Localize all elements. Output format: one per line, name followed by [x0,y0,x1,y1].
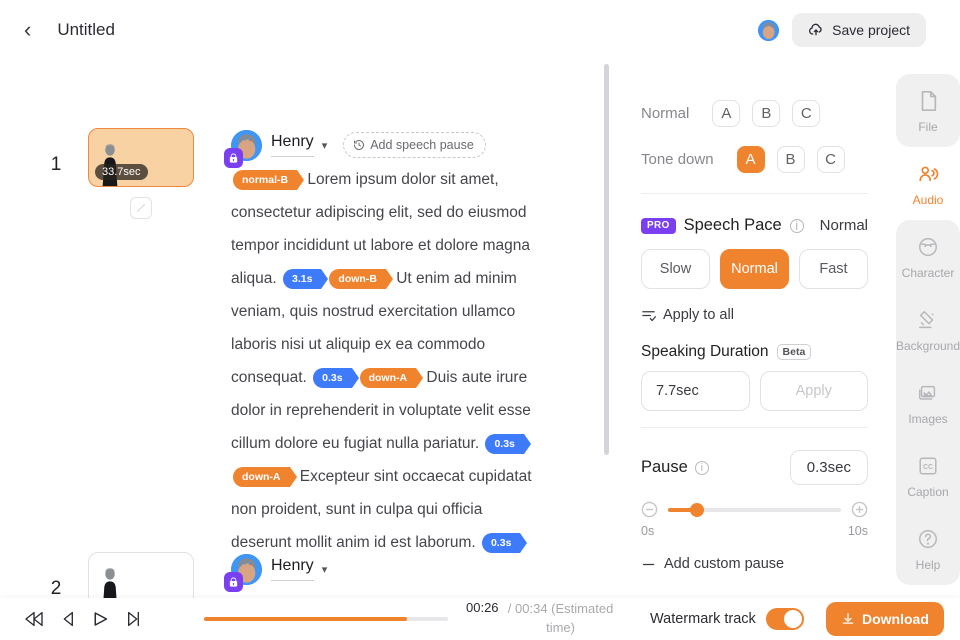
svg-text:CC: CC [923,464,933,471]
